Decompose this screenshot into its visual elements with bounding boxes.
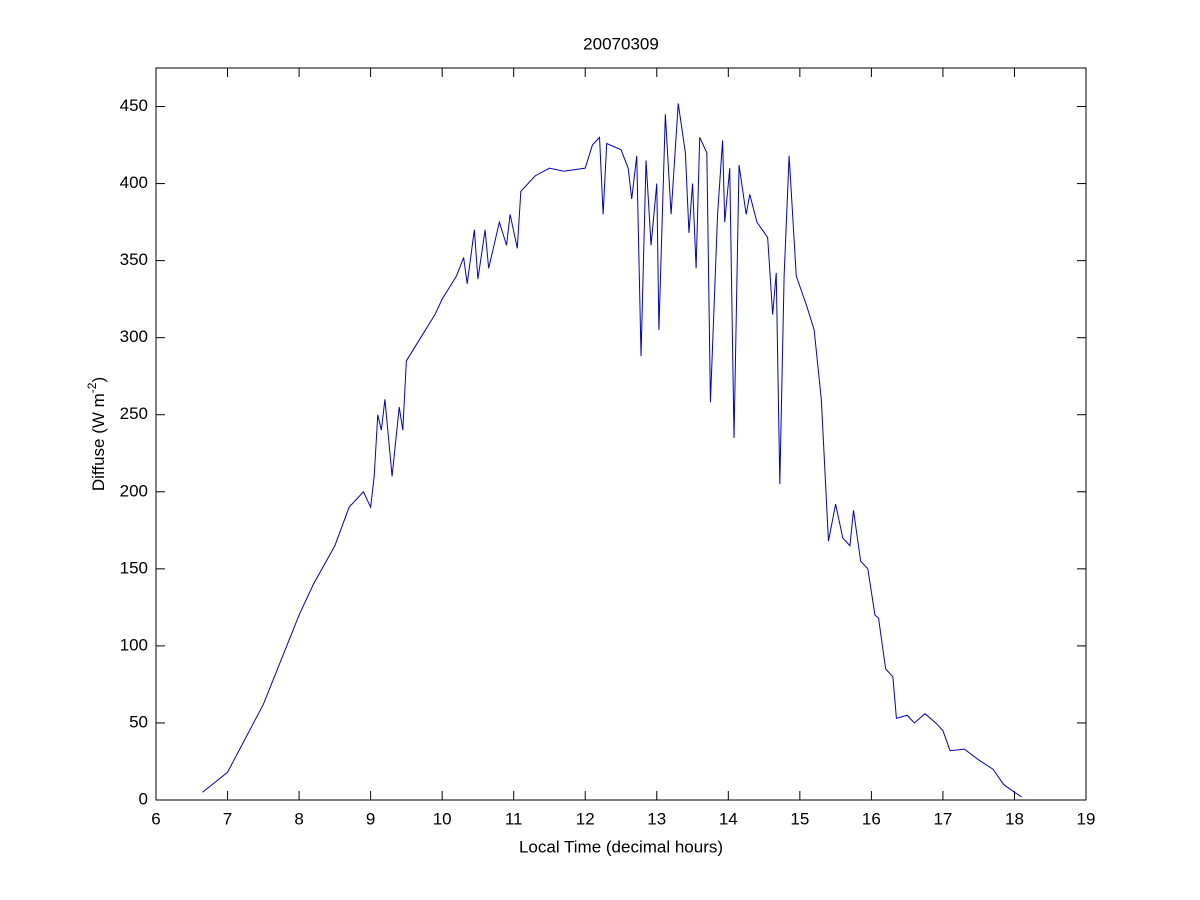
chart-title: 20070309: [583, 34, 659, 53]
y-tick-label: 450: [120, 96, 148, 115]
y-tick-label: 300: [120, 327, 148, 346]
y-tick-label: 100: [120, 635, 148, 654]
x-tick-label: 16: [862, 809, 881, 828]
plot-area: [155, 67, 1087, 801]
x-axis-label: Local Time (decimal hours): [519, 837, 723, 856]
y-label-text: Diffuse (W m: [89, 393, 108, 491]
x-tick-label: 14: [719, 809, 738, 828]
x-tick-label: 10: [433, 809, 452, 828]
x-tick-label: 7: [223, 809, 232, 828]
y-tick-label: 150: [120, 558, 148, 577]
y-tick-label: 350: [120, 250, 148, 269]
x-tick-label: 12: [576, 809, 595, 828]
x-tick-label: 18: [1005, 809, 1024, 828]
x-tick-label: 6: [151, 809, 160, 828]
x-tick-label: 17: [933, 809, 952, 828]
y-tick-label: 200: [120, 481, 148, 500]
data-line: [202, 103, 1022, 798]
x-tick-label: 9: [366, 809, 375, 828]
y-tick-label: 250: [120, 404, 148, 423]
y-tick-label: 50: [129, 712, 148, 731]
y-tick-label: 400: [120, 173, 148, 192]
y-label-end: ): [89, 377, 108, 383]
x-tick-label: 11: [505, 809, 523, 828]
x-tick-label: 13: [647, 809, 666, 828]
y-label-sup: -2: [85, 382, 99, 393]
x-tick-label: 15: [790, 809, 809, 828]
y-axis-label: Diffuse (W m-2): [85, 377, 108, 491]
x-tick-label: 19: [1077, 809, 1096, 828]
x-tick-label: 8: [294, 809, 303, 828]
y-tick-label: 0: [139, 789, 148, 808]
